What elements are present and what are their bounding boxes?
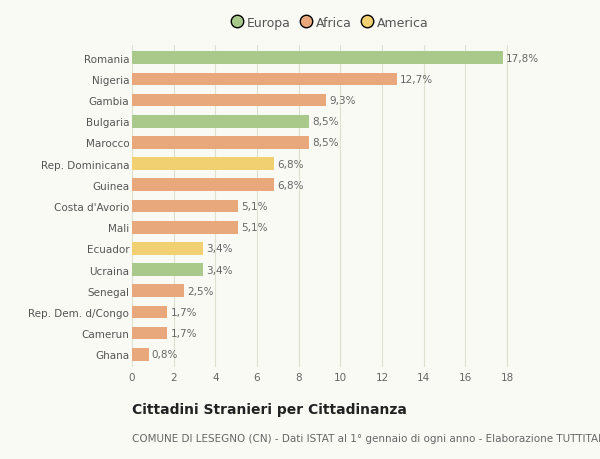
Bar [132,52,503,65]
Text: 8,5%: 8,5% [312,138,339,148]
Bar [132,116,309,129]
Text: Cittadini Stranieri per Cittadinanza: Cittadini Stranieri per Cittadinanza [132,402,407,416]
Text: 0,8%: 0,8% [152,349,178,359]
Text: 17,8%: 17,8% [506,54,539,64]
Bar [132,263,203,276]
Bar [132,327,167,340]
Bar [132,95,326,107]
Bar [132,348,149,361]
Text: 1,7%: 1,7% [170,328,197,338]
Bar [132,200,238,213]
Text: 8,5%: 8,5% [312,117,339,127]
Bar [132,306,167,319]
Text: 9,3%: 9,3% [329,96,355,106]
Bar [132,137,309,150]
Text: COMUNE DI LESEGNO (CN) - Dati ISTAT al 1° gennaio di ogni anno - Elaborazione TU: COMUNE DI LESEGNO (CN) - Dati ISTAT al 1… [132,433,600,442]
Bar [132,179,274,192]
Bar [132,158,274,171]
Text: 1,7%: 1,7% [170,307,197,317]
Bar [132,242,203,255]
Text: 2,5%: 2,5% [187,286,214,296]
Bar [132,285,184,297]
Text: 5,1%: 5,1% [241,223,268,233]
Text: 3,4%: 3,4% [206,244,232,254]
Bar [132,221,238,234]
Text: 6,8%: 6,8% [277,180,304,190]
Legend: Europa, Africa, America: Europa, Africa, America [232,17,428,30]
Text: 12,7%: 12,7% [400,75,433,85]
Text: 3,4%: 3,4% [206,265,232,275]
Bar [132,73,397,86]
Text: 5,1%: 5,1% [241,202,268,212]
Text: 6,8%: 6,8% [277,159,304,169]
